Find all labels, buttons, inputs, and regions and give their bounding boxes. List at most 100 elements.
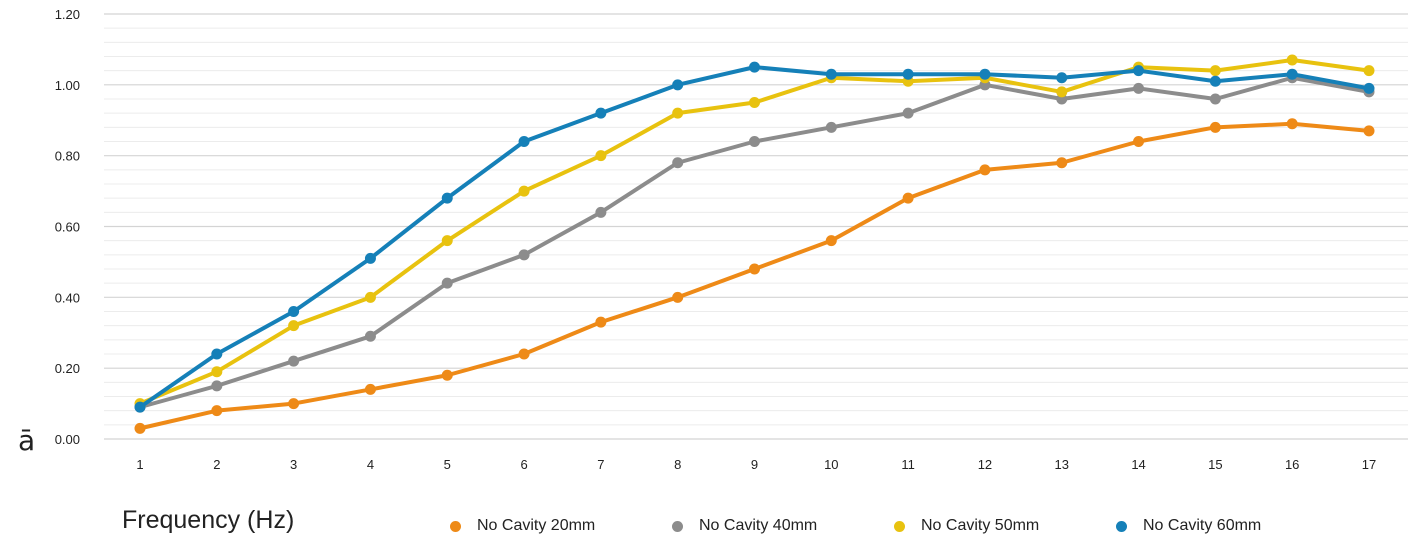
x-tick-label: 14 [1131,457,1145,472]
data-point [672,79,684,91]
y-tick-label: 0.60 [55,220,80,235]
data-point [672,157,684,169]
x-tick-label: 11 [901,457,915,472]
legend-item-60mm: No Cavity 60mm [1116,517,1338,535]
x-tick-label: 16 [1285,457,1299,472]
data-point [1363,82,1375,94]
y-axis-ticks: 0.00 0.20 0.40 0.60 0.80 1.00 1.20 [55,7,80,447]
data-point [518,185,530,197]
data-point [825,235,837,247]
data-point [1209,65,1221,77]
x-tick-label: 15 [1208,457,1222,472]
legend-label-60mm: No Cavity 60mm [1143,517,1262,534]
data-point [1363,65,1375,77]
series-4 [134,61,1375,413]
legend: No Cavity 20mm No Cavity 40mm No Cavity … [450,517,1338,535]
x-tick-label: 4 [367,457,374,472]
data-point [1133,82,1145,94]
data-point [595,316,607,328]
x-tick-label: 1 [136,457,143,472]
data-point [441,235,453,247]
data-point [825,121,837,133]
data-point [1286,68,1298,80]
y-tick-label: 0.80 [55,149,80,164]
legend-item-20mm: No Cavity 20mm [450,517,672,535]
data-point [288,306,300,317]
data-point [749,263,760,275]
data-point [288,398,300,410]
data-point [364,291,376,303]
series-3 [134,54,1375,410]
x-tick-label: 2 [213,457,220,472]
x-tick-label: 10 [824,457,838,472]
data-point [1286,118,1298,130]
data-point [1286,54,1298,66]
data-point [902,68,914,80]
legend-label-40mm: No Cavity 40mm [699,517,818,534]
data-point [1133,136,1145,147]
data-point [518,348,530,360]
data-point [211,405,223,417]
y-tick-label: 0.00 [55,432,80,447]
data-point [1209,75,1221,87]
x-tick-label: 5 [444,457,451,472]
x-tick-label: 8 [674,457,681,472]
series-line [138,65,1371,410]
data-point [441,369,453,381]
data-point [979,68,991,80]
x-tick-label: 7 [597,457,604,472]
x-tick-label: 3 [290,457,297,472]
x-axis-label: Frequency (Hz) [122,506,295,534]
data-point [902,192,914,204]
y-axis-label: ā [18,424,35,457]
data-point [288,320,300,332]
legend-label-20mm: No Cavity 20mm [477,517,596,534]
data-point [364,383,376,395]
legend-marker-40mm [672,520,683,532]
y-tick-label: 0.20 [55,361,80,376]
y-tick-label: 1.00 [55,78,80,93]
data-point [1056,86,1068,98]
data-point [672,291,684,303]
x-tick-label: 17 [1362,457,1376,472]
x-tick-label: 6 [520,457,527,472]
data-point [518,136,530,147]
data-point [364,330,376,342]
data-point [441,277,453,289]
y-tick-label: 1.20 [55,7,80,22]
x-tick-label: 13 [1055,457,1069,472]
data-point [134,401,146,413]
x-tick-label: 12 [978,457,992,472]
data-point [364,252,376,264]
legend-label-50mm: No Cavity 50mm [921,517,1040,534]
x-axis-ticks: 1 2 3 4 5 6 7 8 9 10 11 12 13 14 15 16 17 [136,457,1376,472]
data-point [902,107,914,119]
data-point [211,380,223,392]
legend-item-50mm: No Cavity 50mm [894,517,1116,535]
data-point [211,348,223,360]
data-point [595,150,607,162]
x-tick-label: 9 [751,457,758,472]
legend-item-40mm: No Cavity 40mm [672,517,894,535]
data-point [1056,72,1068,84]
data-point [979,164,991,176]
legend-marker-20mm [450,520,461,532]
legend-marker-60mm [1116,520,1127,532]
data-point [1133,65,1145,77]
data-point [1363,125,1375,137]
data-point [518,249,530,261]
data-point [749,61,760,73]
data-point [749,136,760,147]
data-point [441,192,453,204]
data-point [595,206,607,218]
data-point [211,366,223,378]
data-point [288,355,300,367]
data-point [1056,157,1068,169]
data-point [1209,93,1221,105]
data-point [1209,121,1221,133]
series-1 [134,118,1375,434]
series-2 [134,72,1375,413]
data-point [672,107,684,119]
data-point [595,107,607,119]
line-chart: 0.000.200.400.600.801.001.20 1 2 3 4 5 6 7 8 9 10… [18,7,1408,472]
